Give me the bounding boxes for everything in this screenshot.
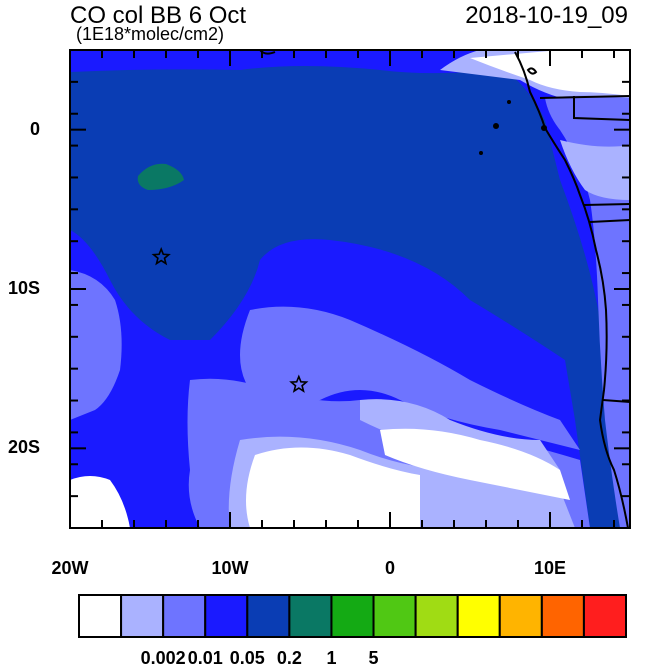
colorbar-label: 1 [326,648,337,668]
x-tick-label: 10E [533,558,567,578]
axis-ticks [69,49,630,529]
colorbar-box [330,594,375,638]
colorbar-box [288,594,333,638]
markers [151,246,309,393]
coastlines [259,49,631,529]
x-tick-label: 20W [51,558,89,578]
colorbar-box [120,594,165,638]
y-tick-label: 20S [7,437,40,458]
colorbar-box [456,594,501,638]
map-date: 2018-10-19_09 [465,2,628,29]
colorbar-box [162,594,207,638]
co-field [70,50,630,528]
colorbar-label: 0.002 [140,648,186,668]
colorbar-label: 0.01 [187,648,223,668]
y-tick-label: 10S [7,278,40,298]
islands [479,100,547,155]
colorbar-box [414,594,459,638]
colorbar [78,594,628,638]
y-tick-label: 0 [29,118,40,139]
colorbar-box [204,594,249,638]
map-units: (1E18*molec/cm2) [76,24,225,44]
x-tick-label: 10W [211,558,249,578]
colorbar-box [498,594,543,638]
colorbar-box [582,594,628,638]
colorbar-label: 5 [368,648,379,668]
x-tick-label: 0 [384,558,396,578]
map-title: CO col BB 6 Oct [70,2,247,29]
colorbar-box [372,594,417,638]
star-marker-2 [289,374,309,393]
colorbar-box [78,594,123,638]
colorbar-box [246,594,291,638]
colorbar-label: 0.05 [229,648,265,668]
colorbar-label: 0.2 [276,648,302,668]
star-marker-1 [151,246,171,266]
colorbar-box [540,594,585,638]
